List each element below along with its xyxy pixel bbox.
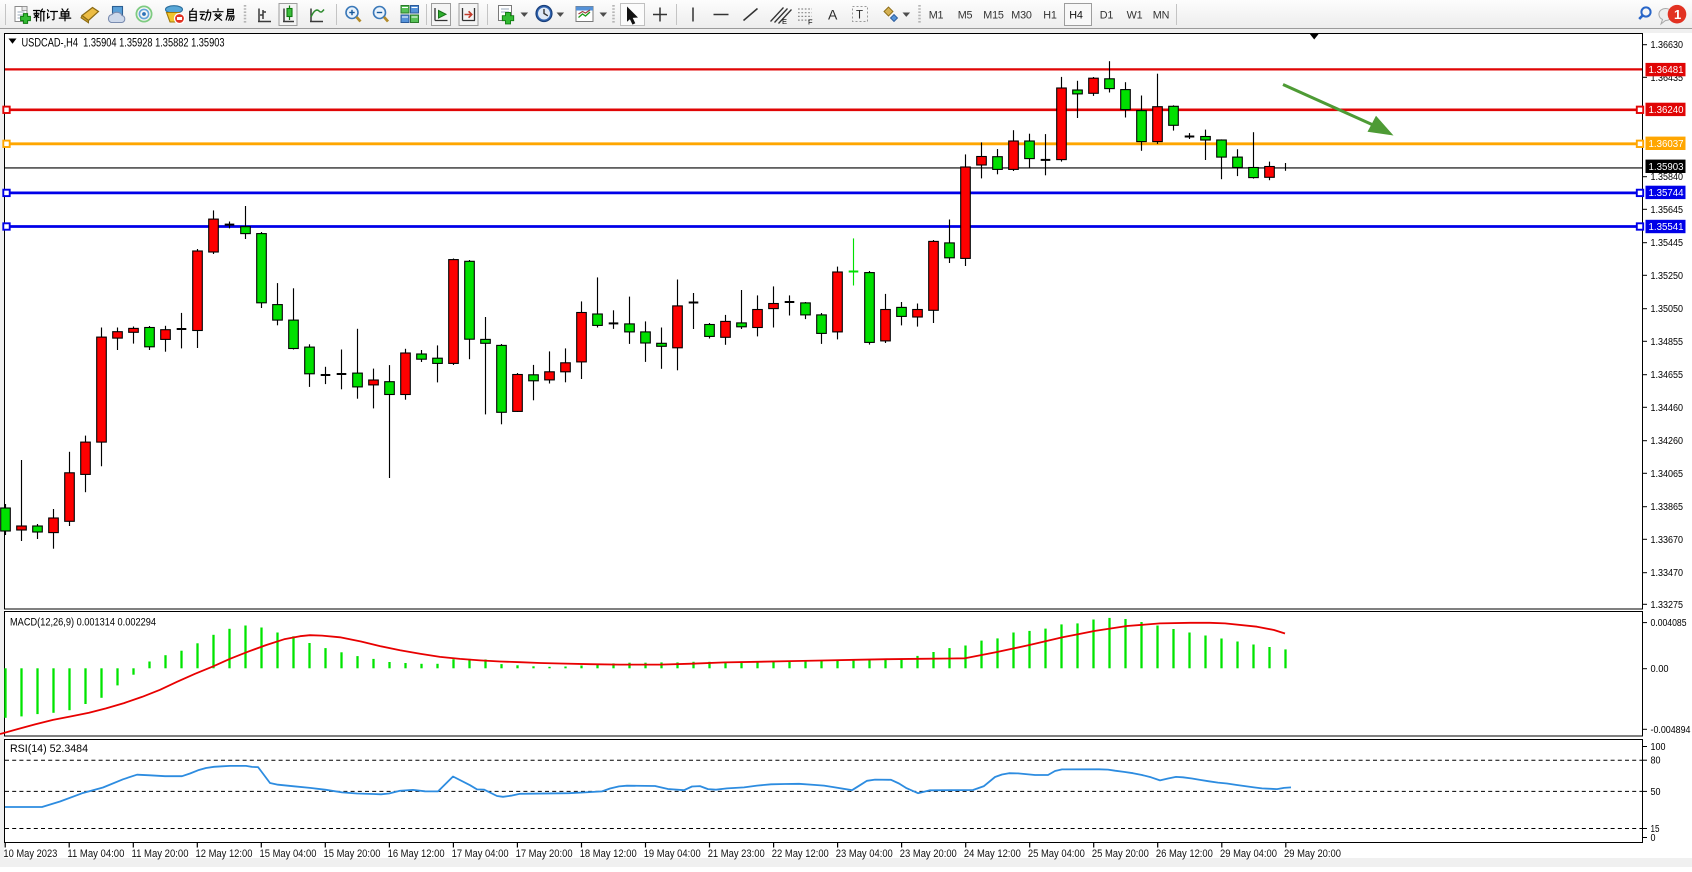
svg-text:80: 80 [1651, 756, 1661, 767]
svg-text:18 May 12:00: 18 May 12:00 [580, 848, 637, 860]
svg-text:1.36435: 1.36435 [1651, 73, 1684, 84]
svg-text:1: 1 [1674, 7, 1681, 22]
svg-text:17 May 04:00: 17 May 04:00 [452, 848, 509, 860]
svg-text:1.33275: 1.33275 [1651, 600, 1684, 611]
svg-text:1.36481: 1.36481 [1649, 65, 1684, 76]
svg-text:29 May 04:00: 29 May 04:00 [1220, 848, 1277, 860]
svg-text:16 May 12:00: 16 May 12:00 [388, 848, 445, 860]
svg-text:17 May 20:00: 17 May 20:00 [516, 848, 573, 860]
svg-text:1.33470: 1.33470 [1651, 568, 1684, 579]
svg-text:23 May 20:00: 23 May 20:00 [900, 848, 957, 860]
svg-text:A: A [828, 7, 838, 23]
svg-text:19 May 04:00: 19 May 04:00 [644, 848, 701, 860]
svg-text:12 May 12:00: 12 May 12:00 [196, 848, 253, 860]
svg-text:15 May 04:00: 15 May 04:00 [260, 848, 317, 860]
svg-text:0.00: 0.00 [1651, 664, 1669, 675]
svg-text:24 May 12:00: 24 May 12:00 [964, 848, 1021, 860]
svg-text:1.34855: 1.34855 [1651, 337, 1684, 348]
svg-text:25 May 04:00: 25 May 04:00 [1028, 848, 1085, 860]
svg-text:15 May 20:00: 15 May 20:00 [324, 848, 381, 860]
svg-text:M15: M15 [983, 10, 1004, 22]
svg-text:H4: H4 [1069, 10, 1083, 22]
svg-text:1.35050: 1.35050 [1651, 304, 1684, 315]
svg-text:25 May 20:00: 25 May 20:00 [1092, 848, 1149, 860]
svg-text:MACD(12,26,9) 0.001314 0.00229: MACD(12,26,9) 0.001314 0.002294 [10, 617, 156, 629]
svg-text:H1: H1 [1043, 10, 1057, 22]
svg-text:-0.004894: -0.004894 [1651, 725, 1691, 736]
svg-text:1.33865: 1.33865 [1651, 502, 1684, 513]
svg-text:15: 15 [1651, 824, 1660, 835]
svg-text:11 May 20:00: 11 May 20:00 [132, 848, 189, 860]
svg-text:26 May 12:00: 26 May 12:00 [1156, 848, 1213, 860]
svg-text:1.35445: 1.35445 [1651, 238, 1684, 249]
svg-text:1.36037: 1.36037 [1649, 139, 1684, 150]
svg-text:1.34260: 1.34260 [1651, 436, 1684, 447]
svg-text:1.36240: 1.36240 [1649, 105, 1684, 116]
svg-text:22 May 12:00: 22 May 12:00 [772, 848, 829, 860]
svg-text:RSI(14) 52.3484: RSI(14) 52.3484 [10, 743, 88, 755]
svg-text:1.34065: 1.34065 [1651, 469, 1684, 480]
svg-text:1.35250: 1.35250 [1651, 271, 1684, 282]
svg-text:0.004085: 0.004085 [1651, 618, 1687, 629]
svg-text:M30: M30 [1011, 10, 1032, 22]
svg-text:USDCAD-,H4 1.35904 1.35928 1.: USDCAD-,H4 1.35904 1.35928 1.35882 1.359… [22, 36, 225, 50]
svg-text:23 May 04:00: 23 May 04:00 [836, 848, 893, 860]
svg-text:100: 100 [1651, 742, 1666, 753]
svg-text:1.33670: 1.33670 [1651, 535, 1684, 546]
svg-text:MN: MN [1153, 10, 1169, 22]
svg-text:21 May 23:00: 21 May 23:00 [708, 848, 765, 860]
svg-text:1.35840: 1.35840 [1651, 172, 1684, 183]
svg-text:M5: M5 [958, 10, 973, 22]
svg-text:1.34460: 1.34460 [1651, 403, 1684, 414]
svg-text:1.34655: 1.34655 [1651, 370, 1684, 381]
svg-text:D1: D1 [1100, 10, 1114, 22]
svg-text:10 May 2023: 10 May 2023 [3, 848, 57, 860]
svg-text:E: E [782, 17, 787, 26]
svg-text:1.35541: 1.35541 [1649, 222, 1684, 233]
svg-text:29 May 20:00: 29 May 20:00 [1284, 848, 1341, 860]
svg-text:1.35903: 1.35903 [1649, 162, 1684, 173]
svg-text:W1: W1 [1127, 10, 1143, 22]
svg-text:0: 0 [1651, 833, 1656, 844]
svg-text:1.35645: 1.35645 [1651, 205, 1684, 216]
svg-text:50: 50 [1651, 787, 1661, 798]
svg-text:F: F [808, 18, 813, 27]
svg-text:11 May 04:00: 11 May 04:00 [67, 848, 124, 860]
svg-text:T: T [856, 10, 863, 22]
svg-text:M1: M1 [929, 10, 944, 22]
svg-text:1.36630: 1.36630 [1651, 40, 1684, 51]
svg-text:1.35744: 1.35744 [1649, 188, 1684, 199]
